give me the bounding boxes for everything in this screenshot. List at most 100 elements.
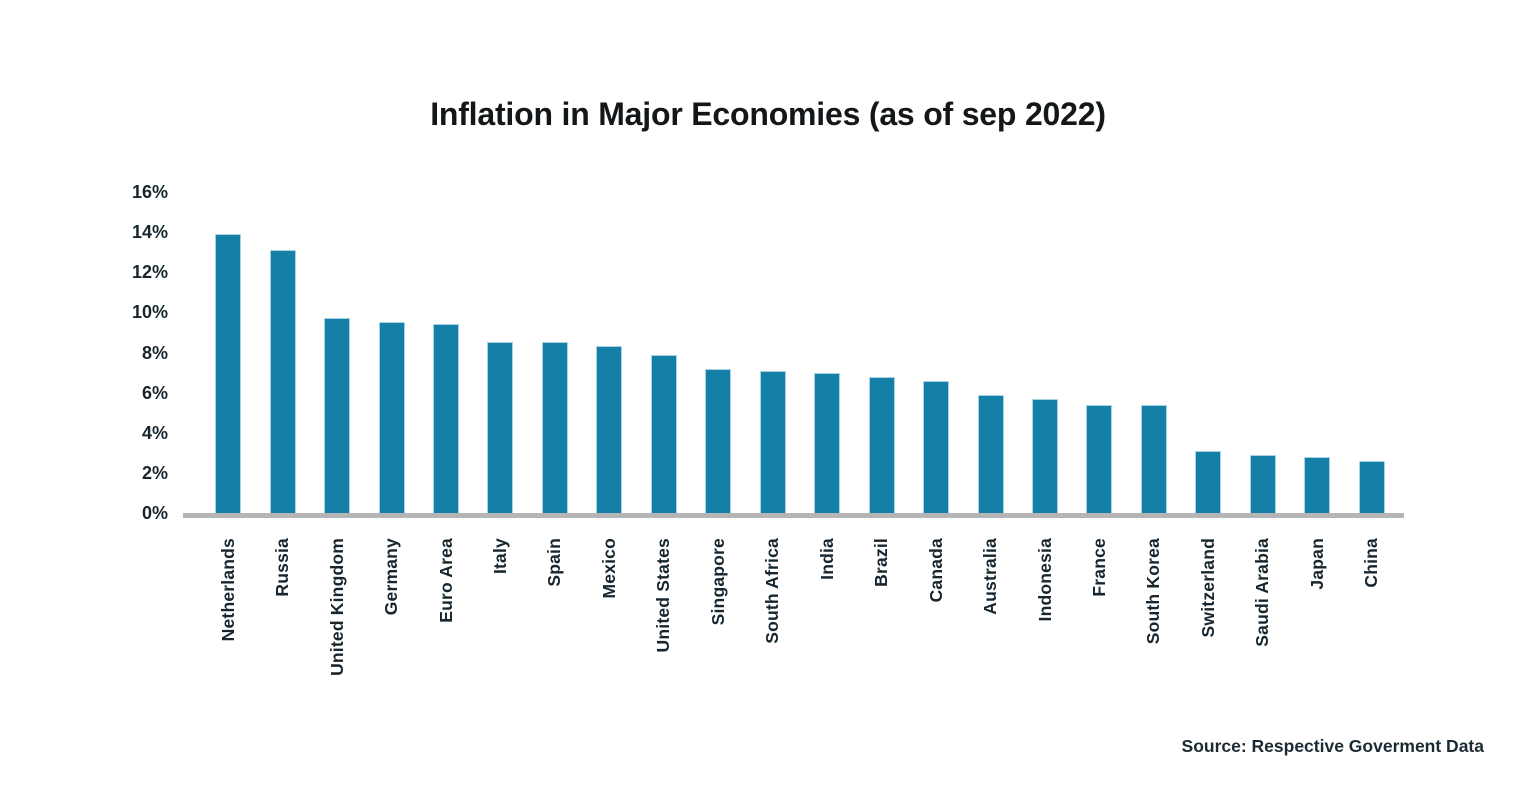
y-axis: 0% 2% 4% 6% 8% 10% 12% 14% 16% (60, 183, 168, 522)
x-axis-line (183, 513, 1404, 518)
bar-slot-canada (909, 192, 963, 513)
bar-netherlands (215, 234, 242, 513)
x-label-brazil: Brazil (871, 538, 892, 587)
bar-mexico (596, 346, 623, 513)
bar-australia (977, 394, 1004, 513)
x-label-slot-spain: Spain (528, 538, 582, 713)
bar-slot-russia (255, 192, 309, 513)
x-label-china: China (1361, 538, 1382, 588)
x-label-netherlands: Netherlands (217, 538, 238, 642)
x-label-russia: Russia (272, 538, 293, 597)
x-label-slot-south-korea: South Korea (1127, 538, 1181, 713)
x-label-slot-japan: Japan (1290, 538, 1344, 713)
x-label-slot-euro-area: Euro Area (419, 538, 473, 713)
x-label-india: India (816, 538, 837, 580)
bar-south-africa (759, 370, 786, 513)
x-label-france: France (1088, 538, 1109, 597)
bar-italy (487, 342, 514, 513)
y-tick-label-16: 16% (131, 182, 168, 202)
bar-spain (541, 342, 568, 513)
bar-japan (1304, 456, 1331, 513)
y-tick-label-2: 2% (141, 462, 168, 483)
x-label-slot-switzerland: Switzerland (1181, 538, 1235, 713)
x-label-slot-south-africa: South Africa (746, 538, 800, 713)
x-label-saudi-arabia: Saudi Arabia (1252, 538, 1273, 647)
x-label-slot-france: France (1072, 538, 1126, 713)
bar-slot-south-africa (746, 192, 800, 513)
bar-euro-area (433, 324, 460, 513)
bar-united-kingdom (324, 318, 351, 513)
bar-saudi-arabia (1249, 454, 1276, 513)
bar-slot-euro-area (419, 192, 473, 513)
x-label-slot-canada: Canada (909, 538, 963, 713)
x-label-slot-mexico: Mexico (582, 538, 636, 713)
bar-slot-netherlands (201, 192, 255, 513)
bar-slot-france (1072, 192, 1126, 513)
x-label-united-states: United States (653, 538, 674, 653)
x-label-spain: Spain (544, 538, 565, 587)
x-label-slot-italy: Italy (473, 538, 527, 713)
bar-singapore (705, 368, 732, 513)
bar-russia (269, 250, 296, 513)
x-label-slot-saudi-arabia: Saudi Arabia (1236, 538, 1290, 713)
x-label-united-kingdom: United Kingdom (326, 538, 347, 676)
source-note: Source: Respective Goverment Data (1181, 736, 1484, 756)
bar-india (814, 372, 841, 513)
x-label-slot-netherlands: Netherlands (201, 538, 255, 713)
x-label-indonesia: Indonesia (1034, 538, 1055, 622)
bar-slot-united-states (637, 192, 691, 513)
x-label-mexico: Mexico (598, 538, 619, 599)
x-label-slot-united-kingdom: United Kingdom (310, 538, 364, 713)
bar-slot-india (800, 192, 854, 513)
bar-slot-switzerland (1181, 192, 1235, 513)
bar-slot-singapore (691, 192, 745, 513)
bar-slot-italy (473, 192, 527, 513)
x-label-japan: Japan (1306, 538, 1327, 590)
bar-slot-indonesia (1018, 192, 1072, 513)
x-label-italy: Italy (489, 538, 510, 575)
y-tick-label-12: 12% (131, 262, 168, 283)
bar-france (1086, 404, 1113, 513)
y-tick-label-8: 8% (141, 342, 168, 363)
bar-slot-united-kingdom (310, 192, 364, 513)
x-label-singapore: Singapore (707, 538, 728, 626)
x-label-slot-india: India (800, 538, 854, 713)
y-tick-label-10: 10% (131, 302, 168, 323)
x-label-slot-russia: Russia (255, 538, 309, 713)
y-tick-label-0: 0% (141, 503, 168, 523)
bar-slot-saudi-arabia (1236, 192, 1290, 513)
y-tick-label-14: 14% (131, 222, 168, 243)
x-label-slot-united-states: United States (637, 538, 691, 713)
bar-slot-brazil (854, 192, 908, 513)
bar-slot-australia (963, 192, 1017, 513)
bar-slot-south-korea (1127, 192, 1181, 513)
x-label-slot-china: China (1345, 538, 1399, 713)
x-label-slot-indonesia: Indonesia (1018, 538, 1072, 713)
bar-south-korea (1140, 404, 1167, 513)
x-axis-labels: Netherlands Russia United Kingdom Germany Eu… (185, 538, 1405, 713)
y-tick-label-6: 6% (141, 382, 168, 403)
bar-slot-china (1345, 192, 1399, 513)
bar-indonesia (1032, 398, 1059, 513)
bar-slot-germany (364, 192, 418, 513)
y-tick-label-4: 4% (141, 422, 168, 443)
x-label-slot-germany: Germany (364, 538, 418, 713)
plot-area (185, 192, 1405, 513)
bar-slot-spain (528, 192, 582, 513)
bar-switzerland (1195, 450, 1222, 513)
x-label-slot-singapore: Singapore (691, 538, 745, 713)
bar-china (1358, 460, 1385, 513)
bar-slot-japan (1290, 192, 1344, 513)
x-label-south-korea: South Korea (1143, 538, 1164, 645)
x-label-slot-brazil: Brazil (854, 538, 908, 713)
x-label-australia: Australia (980, 538, 1001, 615)
x-label-slot-australia: Australia (963, 538, 1017, 713)
x-label-canada: Canada (925, 538, 946, 603)
bar-brazil (868, 376, 895, 513)
bar-canada (923, 380, 950, 513)
chart-title: Inflation in Major Economies (as of sep … (430, 96, 1106, 132)
bar-slot-mexico (582, 192, 636, 513)
x-label-euro-area: Euro Area (435, 538, 456, 623)
bar-germany (378, 322, 405, 513)
